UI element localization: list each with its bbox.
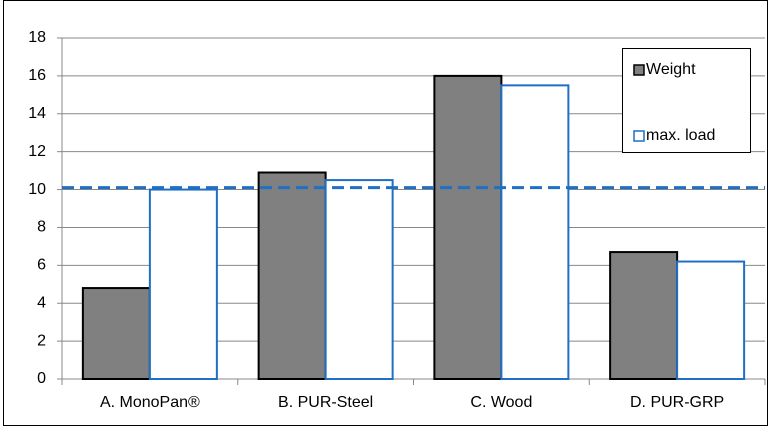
bar [500,84,570,380]
legend-label: Weight [646,61,696,78]
bar [609,251,679,380]
y-tick-label: 12 [28,143,46,160]
legend-swatch [633,130,645,142]
y-tick-label: 8 [37,219,46,236]
y-tick-label: 14 [28,105,46,122]
bar [148,188,218,380]
y-tick-label: 6 [37,257,46,274]
y-tick-label: 10 [28,181,46,198]
x-tick-label: D. PUR-GRP [630,394,724,411]
bar [81,287,151,381]
x-tick-label: A. MonoPan® [100,394,200,411]
legend-label: max. load [646,127,715,144]
bar [324,179,394,380]
bar [257,171,327,380]
x-tick-label: C. Wood [470,394,532,411]
y-tick-label: 18 [28,29,46,46]
legend-swatch [633,64,645,76]
bar [433,74,503,380]
y-tick-label: 0 [37,370,46,387]
y-tick-label: 4 [37,294,46,311]
x-tick-label: B. PUR-Steel [278,394,373,411]
y-tick-label: 2 [37,332,46,349]
y-tick-label: 16 [28,67,46,84]
bar [676,260,746,380]
